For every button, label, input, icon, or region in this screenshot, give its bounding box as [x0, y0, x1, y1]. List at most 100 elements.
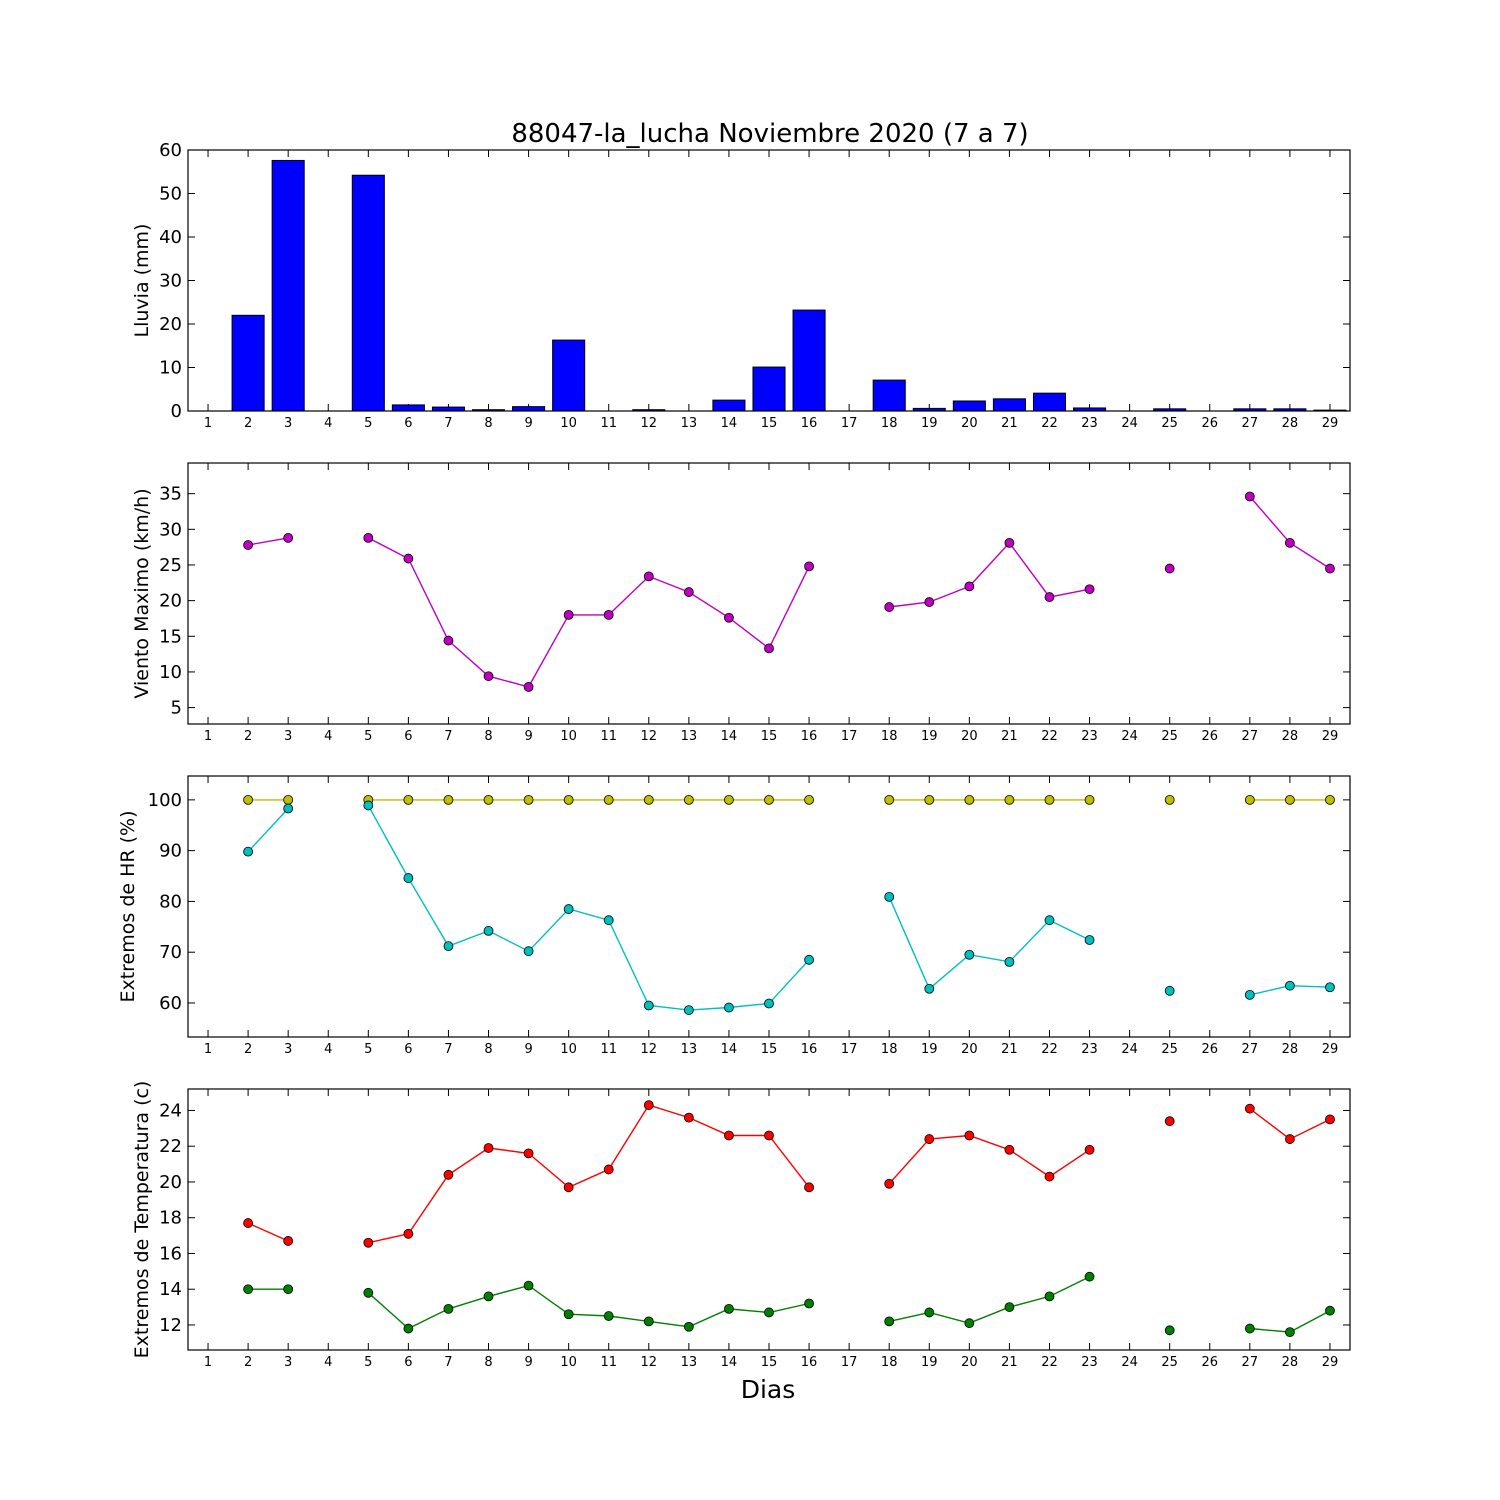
series-1-point-day-13 [683, 794, 694, 805]
series-2-line [247, 808, 289, 853]
series-2-point-day-11 [603, 915, 614, 926]
x-tick-label: 16 [801, 1355, 818, 1370]
series-1-point-day-9 [523, 794, 534, 805]
series-2-point-day-10 [563, 904, 574, 914]
x-tick-label: 14 [721, 729, 738, 744]
x-tick-label: 3 [284, 1042, 292, 1057]
x-tick-label: 15 [761, 416, 778, 431]
chart-title: 88047-la_lucha Noviembre 2020 (7 a 7) [511, 119, 1028, 149]
series-2-point-day-19 [924, 1307, 935, 1318]
series-1-point-day-13 [683, 1112, 694, 1123]
series-2-line [367, 805, 810, 1011]
series-1-line [889, 541, 1090, 608]
series-1-point-day-22 [1044, 1171, 1055, 1182]
series-1-point-day-21 [1004, 794, 1015, 805]
series-2-point-day-25 [1164, 1325, 1175, 1336]
x-tick-label: 5 [364, 1355, 372, 1370]
x-tick-label: 19 [921, 729, 938, 744]
series-1-point-day-11 [603, 609, 614, 620]
x-tick-label: 7 [444, 416, 452, 431]
plot-frame [187, 1088, 1351, 1351]
x-tick-label: 28 [1282, 729, 1299, 744]
series-1-point-day-28 [1284, 794, 1295, 805]
series-1-point-day-25 [1164, 794, 1175, 805]
x-tick-label: 24 [1121, 1042, 1138, 1057]
x-tick-label: 14 [721, 1355, 738, 1370]
series-1-point-day-27 [1244, 1103, 1255, 1114]
series-1-point-day-3 [283, 1236, 294, 1246]
series-2-point-day-28 [1284, 980, 1295, 991]
x-tick-label: 5 [364, 1042, 372, 1057]
series-1-point-day-19 [924, 1134, 935, 1144]
x-tick-label: 10 [560, 1042, 577, 1057]
x-tick-label: 8 [484, 416, 492, 431]
series-1-line [247, 537, 289, 546]
series-2-line [889, 1276, 1090, 1324]
series-2-point-day-8 [483, 1291, 494, 1302]
series-2-point-day-25 [1164, 985, 1175, 996]
series-1-point-day-2 [243, 540, 254, 550]
series-2-line [367, 1284, 810, 1330]
x-tick-label: 17 [841, 416, 858, 431]
y-tick-label: 100 [148, 790, 182, 811]
series-1-point-day-18 [884, 602, 895, 612]
series-2-point-day-12 [643, 1000, 654, 1011]
x-tick-label: 28 [1282, 416, 1299, 431]
y-tick-label: 10 [159, 662, 182, 683]
x-tick-label: 21 [1001, 416, 1018, 431]
x-tick-label: 23 [1081, 1355, 1098, 1370]
x-tick-label: 22 [1041, 416, 1058, 431]
y-tick-label: 60 [159, 993, 182, 1014]
x-tick-label: 10 [560, 1355, 577, 1370]
x-tick-label: 28 [1282, 1042, 1299, 1057]
x-tick-label: 16 [801, 729, 818, 744]
x-tick-label: 11 [600, 1042, 617, 1057]
series-2-point-day-21 [1004, 956, 1015, 967]
bar-day-22 [1032, 392, 1067, 412]
series-2-point-day-23 [1084, 1271, 1095, 1282]
bar-day-16 [792, 309, 826, 412]
x-tick-label: 21 [1001, 1355, 1018, 1370]
x-tick-label: 6 [404, 729, 412, 744]
y-tick-label: 20 [159, 314, 182, 335]
bar-day-21 [992, 398, 1026, 412]
y-axis-label: Extremos de Temperatura (c) [131, 1081, 153, 1359]
x-tick-label: 1 [204, 416, 212, 431]
series-1-point-day-10 [563, 1182, 574, 1193]
x-tick-label: 4 [324, 729, 332, 744]
series-1-point-day-7 [443, 635, 454, 646]
series-2-point-day-28 [1284, 1327, 1295, 1338]
series-2-point-day-29 [1325, 982, 1335, 993]
series-2-point-day-16 [804, 954, 814, 965]
series-1-point-day-29 [1325, 1114, 1335, 1125]
series-1-line [247, 1222, 289, 1242]
series-2-point-day-3 [283, 803, 294, 814]
series-1-point-day-21 [1004, 537, 1015, 548]
series-1-point-day-14 [724, 612, 734, 623]
x-tick-label: 27 [1242, 1355, 1259, 1370]
x-tick-label: 6 [404, 416, 412, 431]
series-1-point-day-11 [603, 1164, 614, 1175]
series-2-point-day-9 [523, 1280, 534, 1291]
x-tick-label: 1 [204, 729, 212, 744]
series-1-point-day-19 [924, 597, 935, 607]
x-tick-label: 4 [324, 416, 332, 431]
x-tick-label: 19 [921, 1042, 938, 1057]
series-1-point-day-16 [804, 794, 814, 805]
x-axis-label: Dias [741, 1375, 796, 1404]
series-1-point-day-3 [283, 532, 294, 543]
series-2-point-day-19 [924, 983, 935, 994]
plot-frame [187, 775, 1351, 1038]
series-1-line [367, 537, 810, 688]
plot-frame [187, 462, 1351, 725]
x-tick-label: 7 [444, 1355, 452, 1370]
bar-day-20 [952, 400, 986, 412]
series-2-point-day-3 [283, 1284, 294, 1295]
y-tick-label: 10 [159, 358, 182, 379]
y-axis-label: Extremos de HR (%) [117, 810, 139, 1002]
x-tick-label: 12 [641, 1042, 658, 1057]
bar-day-6 [391, 404, 425, 412]
x-tick-label: 7 [444, 729, 452, 744]
x-tick-label: 24 [1121, 729, 1138, 744]
